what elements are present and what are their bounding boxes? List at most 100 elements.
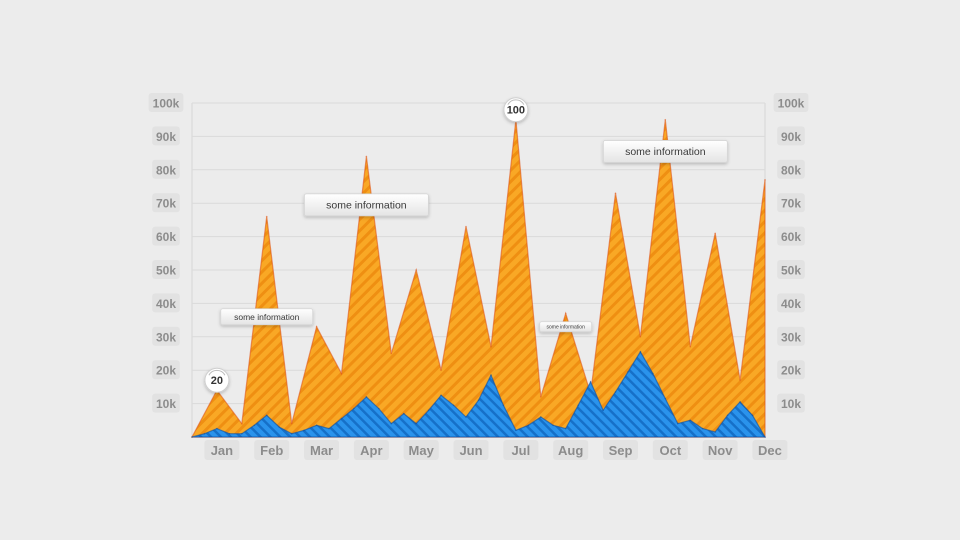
series-1-point <box>739 401 741 403</box>
x-tick-bg <box>702 440 738 460</box>
y-tick-label-left: 50k <box>156 264 176 278</box>
series-0-area <box>191 119 766 438</box>
series-1-point <box>340 417 343 420</box>
x-tick-label: Jan <box>211 443 233 458</box>
series-0-point <box>764 179 766 181</box>
value-bubble-text: 100 <box>507 105 525 117</box>
value-bubble-arc <box>507 99 525 105</box>
series-0-point <box>714 232 716 235</box>
series-1-point <box>365 396 368 398</box>
series-1-point <box>290 432 293 435</box>
series-0-point <box>614 192 617 194</box>
series-1-point <box>677 422 679 425</box>
x-tick-bg <box>403 440 439 460</box>
y-tick-bg <box>152 326 180 346</box>
x-tick-label: Oct <box>659 443 681 458</box>
series-1-point <box>490 374 492 377</box>
y-tick-bg <box>152 226 180 246</box>
y-tick-bg <box>152 193 180 213</box>
value-bubble <box>204 367 230 393</box>
series-1-point <box>452 404 455 407</box>
x-tick-bg <box>603 440 639 460</box>
series-1-point <box>241 432 243 435</box>
series-0-point <box>540 396 542 398</box>
series-1-point <box>203 432 206 435</box>
series-1-point <box>614 391 617 393</box>
y-tick-label-left: 20k <box>156 364 176 378</box>
series-1-point <box>527 424 530 427</box>
series-0-point <box>365 155 368 158</box>
info-callout-text: some information <box>547 325 586 331</box>
y-tick-label-left: 10k <box>156 397 176 411</box>
y-tick-label-right: 90k <box>781 130 801 144</box>
y-tick-bg <box>152 159 180 179</box>
x-tick-bg <box>503 440 539 460</box>
y-tick-bg <box>152 260 180 279</box>
series-0-point <box>390 352 393 355</box>
series-1-point <box>216 427 218 430</box>
series-0-point <box>564 312 567 315</box>
x-tick-label: Jul <box>511 443 530 458</box>
series-0-point <box>340 372 343 375</box>
x-tick-label: Mar <box>310 443 333 458</box>
x-tick-label: Feb <box>260 443 283 458</box>
series-0-point <box>241 422 243 425</box>
series-0-point <box>739 379 741 382</box>
series-1-point <box>714 431 716 433</box>
series-1-point <box>390 422 393 425</box>
series-0-point <box>664 118 667 121</box>
series-1-point <box>515 429 517 432</box>
series-1-point <box>602 409 604 412</box>
y-tick-label-left: 40k <box>156 297 176 311</box>
y-tick-label-left: 30k <box>156 330 176 344</box>
series-1-point <box>403 412 405 415</box>
x-tick-bg <box>304 440 340 460</box>
series-1-point <box>228 432 231 435</box>
series-1-point <box>540 416 542 418</box>
series-1-area <box>191 350 767 438</box>
series-1-point <box>477 399 480 402</box>
y-tick-bg <box>777 326 805 346</box>
series-0-point <box>639 336 642 338</box>
series-0-point <box>689 346 692 348</box>
series-1-point <box>751 414 754 417</box>
series-1-point <box>303 429 305 432</box>
series-1-point <box>465 416 467 418</box>
x-tick-label: Dec <box>758 443 782 458</box>
x-tick-label: May <box>409 443 435 458</box>
y-tick-label-left: 60k <box>156 230 176 244</box>
x-tick-label: Nov <box>708 443 733 458</box>
series-1-point <box>664 397 667 400</box>
y-tick-label-right: 40k <box>781 297 801 311</box>
y-axis-labels: 10k 10k 20k 20k 30k 30k 40k 40k 50k 50k 60k 60k 70k 7… <box>148 93 809 413</box>
series-1-point <box>701 427 704 430</box>
series-0-point <box>265 215 268 218</box>
x-tick-label: Apr <box>360 443 382 458</box>
y-tick-label-left: 80k <box>156 163 176 177</box>
x-tick-label: Sep <box>609 443 633 458</box>
y-tick-bg <box>152 293 180 313</box>
info-callout-text: some information <box>234 312 299 322</box>
info-callout-text: some information <box>326 200 407 212</box>
x-tick-bg <box>204 440 240 460</box>
y-tick-label-left: 100k <box>153 97 180 111</box>
x-axis-labels: Jan Feb Mar Apr May Jun Jul Aug Sep Oct Nov Dec <box>204 440 788 460</box>
x-tick-bg <box>752 440 788 460</box>
info-callout-text: some information <box>625 146 706 158</box>
series-1-point <box>353 407 355 410</box>
series-1-point <box>502 404 505 407</box>
y-tick-bg <box>152 360 180 380</box>
y-tick-bg <box>148 93 184 112</box>
series-1-point <box>689 419 692 422</box>
y-tick-label-right: 50k <box>781 264 801 278</box>
series-1-point <box>415 422 418 425</box>
y-tick-label-right: 10k <box>781 397 801 411</box>
x-tick-bg <box>652 440 688 460</box>
series-1-point <box>378 407 380 410</box>
series-0-point <box>415 269 418 271</box>
y-tick-label-left: 90k <box>156 130 176 144</box>
series-1-point <box>589 381 592 383</box>
x-tick-bg <box>254 440 290 460</box>
y-tick-bg <box>777 226 805 246</box>
